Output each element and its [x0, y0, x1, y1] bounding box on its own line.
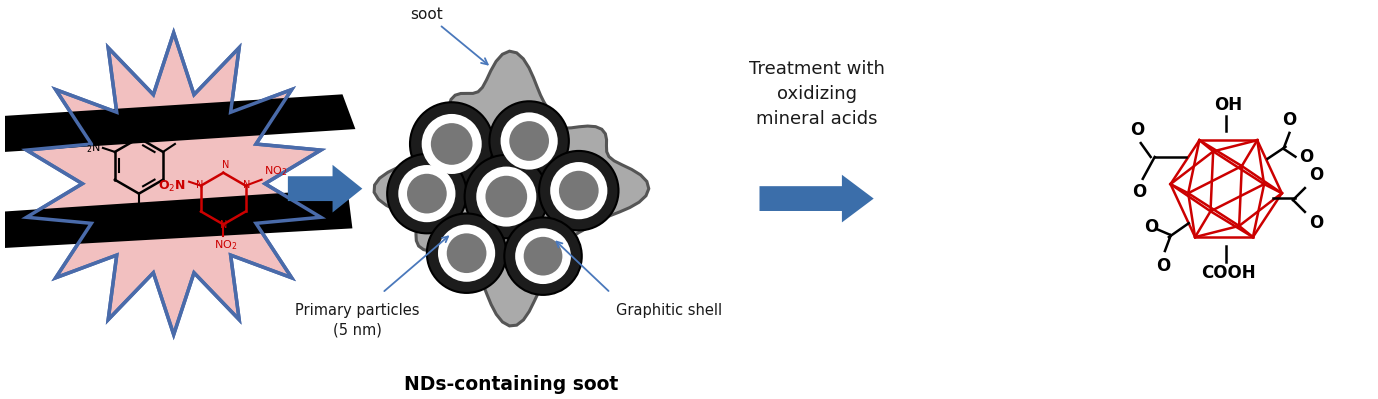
- Circle shape: [477, 166, 536, 227]
- Text: O: O: [1309, 214, 1323, 232]
- Text: O: O: [1144, 218, 1158, 236]
- Text: Graphitic shell: Graphitic shell: [616, 303, 722, 318]
- Circle shape: [411, 102, 493, 186]
- Circle shape: [431, 123, 473, 165]
- Text: COOH: COOH: [1200, 264, 1255, 282]
- Circle shape: [427, 213, 506, 293]
- Text: OH: OH: [1214, 96, 1242, 114]
- Text: N: N: [243, 180, 251, 190]
- Polygon shape: [26, 33, 321, 335]
- Polygon shape: [373, 51, 649, 326]
- Circle shape: [539, 151, 619, 230]
- Circle shape: [407, 174, 446, 213]
- Text: O: O: [1309, 166, 1323, 184]
- Text: NO$_2$: NO$_2$: [214, 238, 237, 252]
- Text: O: O: [1283, 111, 1297, 129]
- FancyArrow shape: [288, 165, 362, 213]
- Text: (5 nm): (5 nm): [333, 323, 382, 338]
- Text: Primary particles: Primary particles: [295, 303, 420, 318]
- Circle shape: [387, 154, 467, 233]
- FancyArrow shape: [759, 175, 874, 222]
- Circle shape: [504, 217, 582, 295]
- Circle shape: [524, 237, 562, 276]
- Circle shape: [515, 228, 570, 284]
- Text: N: N: [222, 160, 229, 170]
- Text: O: O: [1299, 148, 1313, 166]
- Circle shape: [398, 165, 456, 222]
- Text: Treatment with
oxidizing
mineral acids: Treatment with oxidizing mineral acids: [748, 59, 885, 128]
- Circle shape: [422, 114, 482, 174]
- Text: NO$_2$: NO$_2$: [127, 207, 150, 221]
- Text: $_2$N: $_2$N: [87, 141, 101, 155]
- Circle shape: [438, 225, 495, 282]
- Circle shape: [550, 162, 608, 219]
- Circle shape: [464, 155, 548, 238]
- Text: N: N: [219, 220, 227, 230]
- Text: O: O: [1130, 121, 1144, 139]
- Text: O: O: [1131, 183, 1146, 201]
- Circle shape: [489, 101, 569, 181]
- Circle shape: [500, 113, 558, 170]
- Text: soot: soot: [411, 7, 488, 65]
- Circle shape: [485, 176, 528, 217]
- Text: NO$_2$: NO$_2$: [263, 164, 287, 178]
- Text: O$_2$N: O$_2$N: [158, 179, 186, 194]
- Circle shape: [446, 233, 486, 273]
- Circle shape: [559, 171, 598, 211]
- Text: O: O: [1156, 257, 1170, 275]
- Polygon shape: [0, 189, 353, 248]
- Polygon shape: [0, 94, 356, 152]
- Circle shape: [510, 121, 548, 161]
- Text: NDs-containing soot: NDs-containing soot: [404, 375, 619, 394]
- Text: N: N: [197, 180, 204, 190]
- Text: NO$_2$: NO$_2$: [176, 128, 200, 142]
